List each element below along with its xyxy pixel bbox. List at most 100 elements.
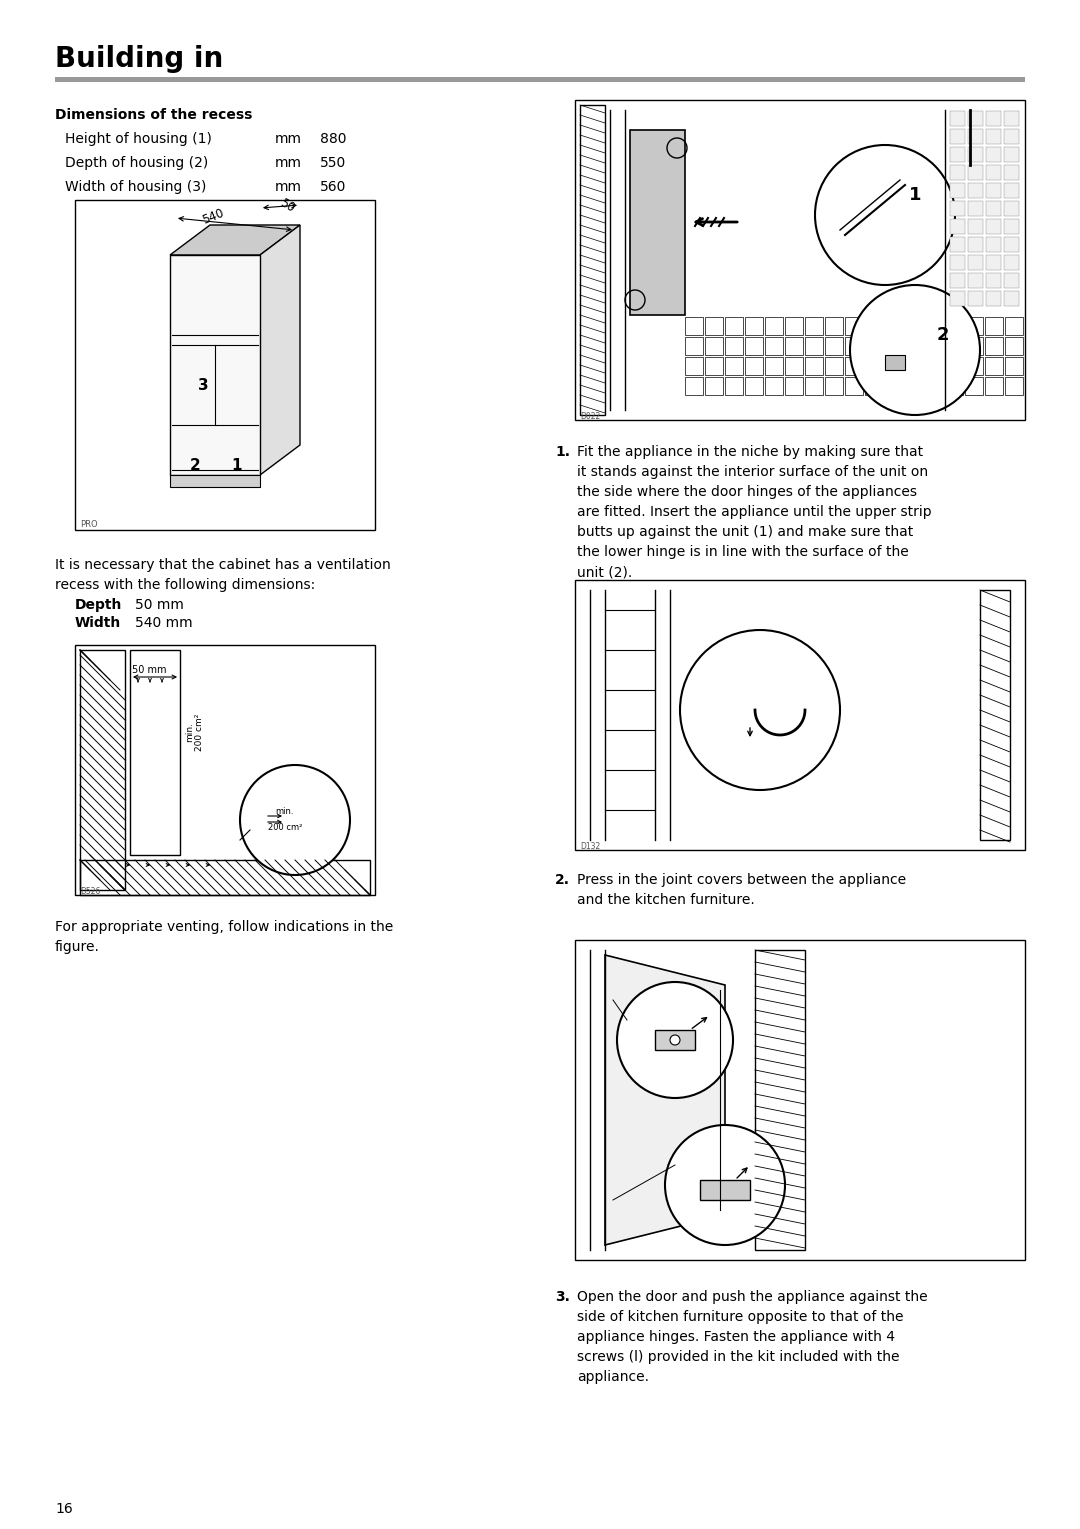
Bar <box>765 356 783 375</box>
Text: 3: 3 <box>198 378 208 393</box>
Text: 200 cm²: 200 cm² <box>268 824 302 832</box>
Bar <box>575 99 1025 420</box>
Bar <box>705 317 723 335</box>
Circle shape <box>665 1125 785 1245</box>
Bar <box>785 356 804 375</box>
Bar <box>575 940 1025 1260</box>
Bar <box>654 1031 696 1050</box>
Bar <box>905 336 923 355</box>
Text: Width: Width <box>75 616 121 630</box>
Bar <box>950 200 966 216</box>
Bar <box>1005 317 1023 335</box>
Bar <box>1004 274 1020 287</box>
Bar <box>845 317 863 335</box>
Bar <box>805 317 823 335</box>
Bar <box>885 355 905 370</box>
Bar <box>705 336 723 355</box>
Text: Fit the appliance in the niche by making sure that
it stands against the interio: Fit the appliance in the niche by making… <box>577 445 932 579</box>
Bar <box>924 356 943 375</box>
Polygon shape <box>170 476 260 488</box>
Bar <box>986 183 1001 197</box>
Bar <box>885 378 903 394</box>
Bar <box>950 291 966 306</box>
Text: PRO: PRO <box>80 520 97 529</box>
Text: Height of housing (1): Height of housing (1) <box>65 131 212 145</box>
Bar <box>755 950 805 1251</box>
Bar <box>685 356 703 375</box>
Bar <box>986 112 1001 125</box>
Bar <box>905 378 923 394</box>
Bar <box>1004 165 1020 180</box>
Bar <box>1005 378 1023 394</box>
Text: 50 mm: 50 mm <box>135 598 184 612</box>
Bar <box>685 317 703 335</box>
Text: mm: mm <box>275 131 302 145</box>
Circle shape <box>617 982 733 1098</box>
Polygon shape <box>170 255 260 476</box>
Bar <box>1004 219 1020 234</box>
Bar <box>924 336 943 355</box>
Bar <box>968 237 983 252</box>
Bar <box>1004 147 1020 162</box>
Bar <box>945 336 963 355</box>
Bar <box>745 317 762 335</box>
Text: Press in the joint covers between the appliance
and the kitchen furniture.: Press in the joint covers between the ap… <box>577 873 906 907</box>
Bar <box>705 356 723 375</box>
Bar <box>725 336 743 355</box>
Bar <box>75 645 375 894</box>
Text: 880: 880 <box>320 131 347 145</box>
Bar <box>1005 356 1023 375</box>
Bar <box>950 128 966 144</box>
Text: Width of housing (3): Width of housing (3) <box>65 180 206 194</box>
Polygon shape <box>260 225 300 476</box>
Circle shape <box>670 1035 680 1044</box>
Bar <box>580 106 605 414</box>
Text: Dimensions of the recess: Dimensions of the recess <box>55 109 253 122</box>
Text: 16: 16 <box>55 1501 72 1515</box>
Bar <box>986 291 1001 306</box>
Bar <box>968 112 983 125</box>
Circle shape <box>240 764 350 875</box>
Text: 550: 550 <box>320 156 347 170</box>
Bar <box>1004 200 1020 216</box>
Bar <box>924 378 943 394</box>
Bar <box>745 378 762 394</box>
Bar <box>75 200 375 531</box>
Bar <box>968 165 983 180</box>
Bar <box>705 378 723 394</box>
Bar <box>968 200 983 216</box>
Bar <box>885 336 903 355</box>
Bar <box>950 165 966 180</box>
Bar <box>945 317 963 335</box>
Text: 2: 2 <box>936 326 949 344</box>
Bar <box>805 336 823 355</box>
Bar <box>825 356 843 375</box>
Text: 560: 560 <box>320 180 347 194</box>
Bar <box>745 336 762 355</box>
Text: Building in: Building in <box>55 44 224 73</box>
Text: Depth: Depth <box>75 598 122 612</box>
Bar <box>985 356 1003 375</box>
Text: D526: D526 <box>80 887 100 896</box>
Bar <box>905 356 923 375</box>
Text: 540: 540 <box>200 206 226 226</box>
Bar <box>950 274 966 287</box>
Bar <box>1004 128 1020 144</box>
Bar <box>966 356 983 375</box>
Bar <box>985 378 1003 394</box>
Bar <box>1005 336 1023 355</box>
Bar <box>945 378 963 394</box>
Bar <box>986 165 1001 180</box>
Bar <box>986 274 1001 287</box>
Bar <box>785 378 804 394</box>
Bar <box>966 336 983 355</box>
Bar <box>966 317 983 335</box>
Bar <box>745 356 762 375</box>
Text: Open the door and push the appliance against the
side of kitchen furniture oppos: Open the door and push the appliance aga… <box>577 1290 928 1384</box>
Bar <box>1004 291 1020 306</box>
Bar <box>765 317 783 335</box>
Text: 50 mm: 50 mm <box>132 665 166 674</box>
Bar <box>924 317 943 335</box>
Polygon shape <box>605 956 725 1245</box>
Bar <box>805 356 823 375</box>
